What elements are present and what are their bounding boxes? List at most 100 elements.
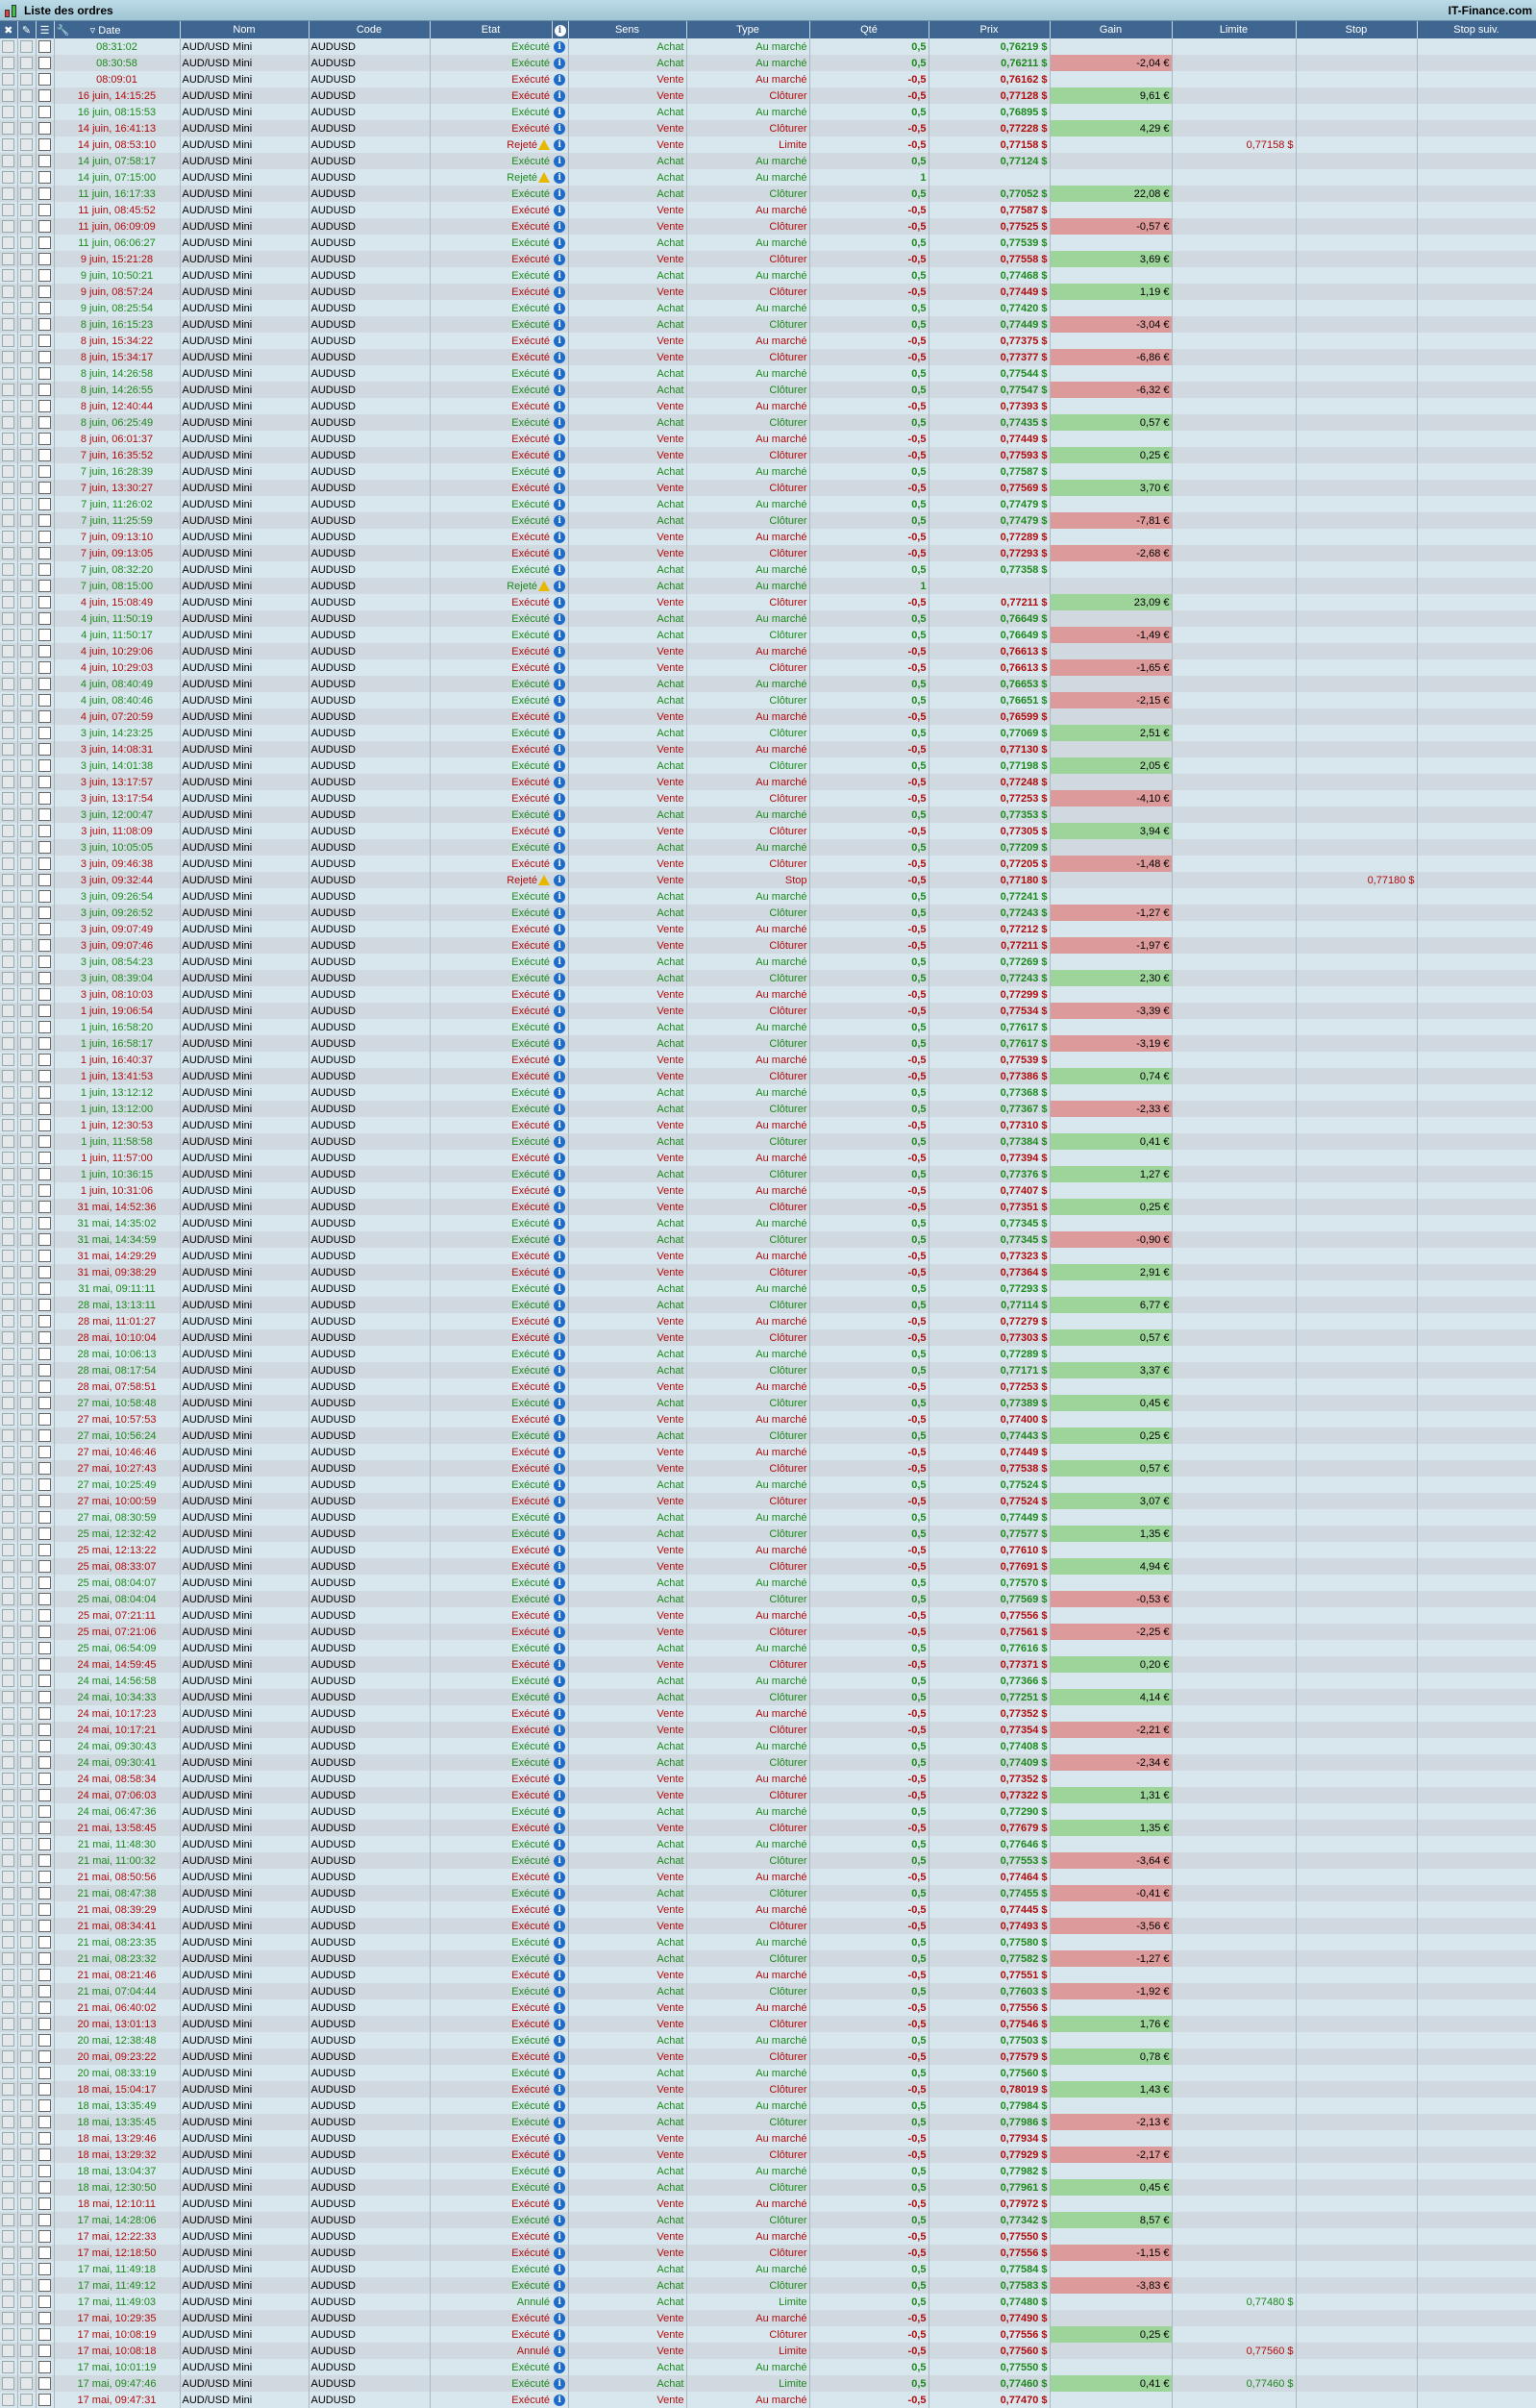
cancel-order-button[interactable] (0, 937, 18, 954)
table-row[interactable]: 27 mai, 10:58:48 AUD/USD Mini AUDUSD Exécut… (0, 1395, 1536, 1411)
cancel-order-button[interactable] (0, 267, 18, 284)
info-icon[interactable]: i (552, 2147, 569, 2163)
cancel-order-button[interactable] (0, 1084, 18, 1101)
modify-order-button[interactable] (17, 1313, 37, 1329)
cancel-order-button[interactable] (0, 2343, 18, 2359)
cancel-order-button[interactable] (0, 1280, 18, 1297)
modify-order-button[interactable] (17, 202, 37, 218)
order-details-button[interactable] (36, 2359, 55, 2375)
cancel-order-button[interactable] (0, 1803, 18, 1820)
info-icon[interactable]: i (552, 169, 569, 186)
cancel-order-button[interactable] (0, 1934, 18, 1950)
table-row[interactable]: 3 juin, 08:39:04 AUD/USD Mini AUDUSD Exécut… (0, 970, 1536, 986)
cancel-order-button[interactable] (0, 1852, 18, 1869)
table-row[interactable]: 08:30:58 AUD/USD Mini AUDUSD Exécuté i Achat A… (0, 55, 1536, 71)
info-icon[interactable]: i (552, 202, 569, 218)
cancel-order-button[interactable] (0, 496, 18, 512)
modify-order-button[interactable] (17, 463, 37, 480)
modify-order-button[interactable] (17, 1575, 37, 1591)
cancel-order-button[interactable] (0, 300, 18, 316)
info-icon[interactable]: i (552, 1999, 569, 2016)
order-details-button[interactable] (36, 463, 55, 480)
table-row[interactable]: 28 mai, 13:13:11 AUD/USD Mini AUDUSD Exécut… (0, 1297, 1536, 1313)
info-icon[interactable]: i (552, 284, 569, 300)
modify-order-button[interactable] (17, 104, 37, 120)
order-details-button[interactable] (36, 1313, 55, 1329)
cancel-order-button[interactable] (0, 708, 18, 725)
table-row[interactable]: 17 mai, 12:22:33 AUD/USD Mini AUDUSD Exécut… (0, 2228, 1536, 2245)
cancel-order-button[interactable] (0, 1035, 18, 1052)
cancel-order-button[interactable] (0, 1787, 18, 1803)
cancel-order-button[interactable] (0, 1264, 18, 1280)
modify-order-button[interactable] (17, 1084, 37, 1101)
modify-order-button[interactable] (17, 807, 37, 823)
order-details-button[interactable] (36, 1967, 55, 1983)
order-details-button[interactable] (36, 2065, 55, 2081)
modify-order-button[interactable] (17, 2114, 37, 2130)
table-row[interactable]: 24 mai, 10:17:23 AUD/USD Mini AUDUSD Exécut… (0, 1705, 1536, 1722)
info-icon[interactable]: i (552, 970, 569, 986)
cancel-order-button[interactable] (0, 1575, 18, 1591)
cancel-order-button[interactable] (0, 578, 18, 594)
modify-order-button[interactable] (17, 1395, 37, 1411)
order-details-button[interactable] (36, 71, 55, 87)
table-row[interactable]: 24 mai, 06:47:36 AUD/USD Mini AUDUSD Exécut… (0, 1803, 1536, 1820)
modify-order-button[interactable] (17, 954, 37, 970)
order-details-button[interactable] (36, 1771, 55, 1787)
cancel-order-button[interactable] (0, 2392, 18, 2408)
info-icon[interactable]: i (552, 1101, 569, 1117)
info-icon[interactable]: i (552, 1003, 569, 1019)
order-details-button[interactable] (36, 316, 55, 333)
table-row[interactable]: 3 juin, 09:46:38 AUD/USD Mini AUDUSD Exécut… (0, 856, 1536, 872)
modify-order-button[interactable] (17, 1052, 37, 1068)
info-icon[interactable]: i (552, 659, 569, 676)
modify-order-button[interactable] (17, 1182, 37, 1199)
table-row[interactable]: 8 juin, 06:25:49 AUD/USD Mini AUDUSD Exécut… (0, 414, 1536, 431)
table-row[interactable]: 27 mai, 10:57:53 AUD/USD Mini AUDUSD Exécut… (0, 1411, 1536, 1427)
order-details-button[interactable] (36, 659, 55, 676)
column-stop[interactable]: Stop (1296, 21, 1418, 38)
info-icon[interactable]: i (552, 87, 569, 104)
cancel-order-button[interactable] (0, 1068, 18, 1084)
table-row[interactable]: 28 mai, 07:58:51 AUD/USD Mini AUDUSD Exécut… (0, 1378, 1536, 1395)
table-row[interactable]: 20 mai, 09:23:22 AUD/USD Mini AUDUSD Exécut… (0, 2048, 1536, 2065)
order-details-button[interactable] (36, 2147, 55, 2163)
table-row[interactable]: 7 juin, 16:35:52 AUD/USD Mini AUDUSD Exécut… (0, 447, 1536, 463)
info-icon[interactable]: i (552, 2048, 569, 2065)
modify-order-button[interactable] (17, 137, 37, 153)
cancel-order-button[interactable] (0, 218, 18, 235)
modify-order-button[interactable] (17, 1656, 37, 1673)
modify-order-button[interactable] (17, 333, 37, 349)
info-icon[interactable]: i (552, 2245, 569, 2261)
info-icon[interactable]: i (552, 104, 569, 120)
modify-order-button[interactable] (17, 2310, 37, 2326)
info-icon[interactable]: i (552, 888, 569, 905)
cancel-order-button[interactable] (0, 447, 18, 463)
cancel-order-button[interactable] (0, 905, 18, 921)
modify-order-button[interactable] (17, 741, 37, 757)
modify-order-button[interactable] (17, 2179, 37, 2196)
table-row[interactable]: 20 mai, 08:33:19 AUD/USD Mini AUDUSD Exécut… (0, 2065, 1536, 2081)
info-icon[interactable]: i (552, 2212, 569, 2228)
info-icon[interactable]: i (552, 1509, 569, 1526)
order-details-button[interactable] (36, 1885, 55, 1901)
modify-order-button[interactable] (17, 447, 37, 463)
order-details-button[interactable] (36, 2375, 55, 2392)
table-row[interactable]: 8 juin, 15:34:22 AUD/USD Mini AUDUSD Exécut… (0, 333, 1536, 349)
order-details-button[interactable] (36, 1591, 55, 1607)
info-icon[interactable]: i (552, 512, 569, 529)
info-icon[interactable]: i (552, 1411, 569, 1427)
table-row[interactable]: 3 juin, 14:01:38 AUD/USD Mini AUDUSD Exécut… (0, 757, 1536, 774)
modify-order-button[interactable] (17, 1591, 37, 1607)
order-details-button[interactable] (36, 627, 55, 643)
table-row[interactable]: 8 juin, 15:34:17 AUD/USD Mini AUDUSD Exécut… (0, 349, 1536, 365)
info-icon[interactable]: i (552, 2294, 569, 2310)
cancel-order-button[interactable] (0, 921, 18, 937)
table-row[interactable]: 17 mai, 11:49:18 AUD/USD Mini AUDUSD Exécut… (0, 2261, 1536, 2277)
order-details-button[interactable] (36, 2163, 55, 2179)
order-details-button[interactable] (36, 1477, 55, 1493)
modify-order-button[interactable] (17, 2277, 37, 2294)
table-row[interactable]: 8 juin, 12:40:44 AUD/USD Mini AUDUSD Exécut… (0, 398, 1536, 414)
info-icon[interactable]: i (552, 937, 569, 954)
modify-order-button[interactable] (17, 578, 37, 594)
